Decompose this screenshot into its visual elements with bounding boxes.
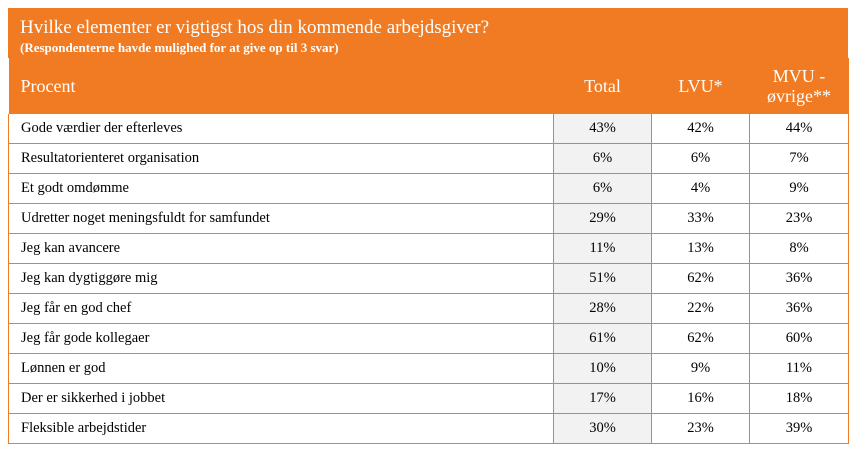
cell-total: 43% (553, 114, 652, 144)
cell-mvu: 36% (749, 293, 849, 324)
cell-mvu: 7% (749, 143, 849, 174)
row-label: Jeg kan dygtiggøre mig (8, 263, 554, 294)
cell-mvu: 60% (749, 323, 849, 354)
cell-total: 6% (553, 173, 652, 204)
table-row: Jeg kan avancere 11% 13% 8% (8, 233, 849, 264)
table-row: Jeg får en god chef 28% 22% 36% (8, 293, 849, 324)
cell-total: 11% (553, 233, 652, 264)
cell-lvu: 33% (651, 203, 750, 234)
cell-lvu: 62% (651, 323, 750, 354)
cell-total: 10% (553, 353, 652, 384)
cell-total: 29% (553, 203, 652, 234)
title-banner: Hvilke elementer er vigtigst hos din kom… (8, 8, 848, 58)
table-row: Udretter noget meningsfuldt for samfunde… (8, 203, 849, 234)
cell-lvu: 62% (651, 263, 750, 294)
table-row: Jeg får gode kollegaer 61% 62% 60% (8, 323, 849, 354)
header-row: Procent Total LVU* MVU - øvrige** (8, 58, 849, 114)
table-subtitle: (Respondenterne havde mulighed for at gi… (20, 40, 339, 55)
row-label: Der er sikkerhed i jobbet (8, 383, 554, 414)
cell-mvu: 23% (749, 203, 849, 234)
row-label: Udretter noget meningsfuldt for samfunde… (8, 203, 554, 234)
row-label: Jeg kan avancere (8, 233, 554, 264)
cell-lvu: 42% (651, 114, 750, 144)
table-row: Jeg kan dygtiggøre mig 51% 62% 36% (8, 263, 849, 294)
column-header-procent: Procent (8, 58, 554, 114)
results-table: Procent Total LVU* MVU - øvrige** Gode v… (8, 58, 849, 444)
cell-mvu: 39% (749, 413, 849, 444)
cell-lvu: 16% (651, 383, 750, 414)
table-row: Lønnen er god 10% 9% 11% (8, 353, 849, 384)
cell-mvu: 11% (749, 353, 849, 384)
table-title: Hvilke elementer er vigtigst hos din kom… (20, 17, 490, 38)
table-row: Der er sikkerhed i jobbet 17% 16% 18% (8, 383, 849, 414)
cell-mvu: 36% (749, 263, 849, 294)
row-label: Jeg får en god chef (8, 293, 554, 324)
cell-lvu: 23% (651, 413, 750, 444)
cell-total: 51% (553, 263, 652, 294)
table-row: Gode værdier der efterleves 43% 42% 44% (8, 114, 849, 144)
cell-mvu: 9% (749, 173, 849, 204)
cell-total: 61% (553, 323, 652, 354)
table-row: Fleksible arbejdstider 30% 23% 39% (8, 413, 849, 444)
cell-lvu: 22% (651, 293, 750, 324)
cell-lvu: 4% (651, 173, 750, 204)
cell-total: 30% (553, 413, 652, 444)
column-header-lvu: LVU* (651, 58, 750, 114)
row-label: Fleksible arbejdstider (8, 413, 554, 444)
column-header-mvu: MVU - øvrige** (749, 58, 849, 114)
column-header-total: Total (553, 58, 652, 114)
row-label: Jeg får gode kollegaer (8, 323, 554, 354)
row-label: Lønnen er god (8, 353, 554, 384)
cell-total: 28% (553, 293, 652, 324)
row-label: Gode værdier der efterleves (8, 114, 554, 144)
cell-lvu: 13% (651, 233, 750, 264)
cell-total: 6% (553, 143, 652, 174)
cell-mvu: 18% (749, 383, 849, 414)
row-label: Et godt omdømme (8, 173, 554, 204)
cell-lvu: 9% (651, 353, 750, 384)
table-row: Et godt omdømme 6% 4% 9% (8, 173, 849, 204)
table-container: Hvilke elementer er vigtigst hos din kom… (8, 8, 849, 444)
table-body: Gode værdier der efterleves 43% 42% 44% Resu… (8, 114, 849, 444)
cell-mvu: 8% (749, 233, 849, 264)
cell-total: 17% (553, 383, 652, 414)
table-row: Resultatorienteret organisation 6% 6% 7% (8, 143, 849, 174)
row-label: Resultatorienteret organisation (8, 143, 554, 174)
cell-lvu: 6% (651, 143, 750, 174)
cell-mvu: 44% (749, 114, 849, 144)
